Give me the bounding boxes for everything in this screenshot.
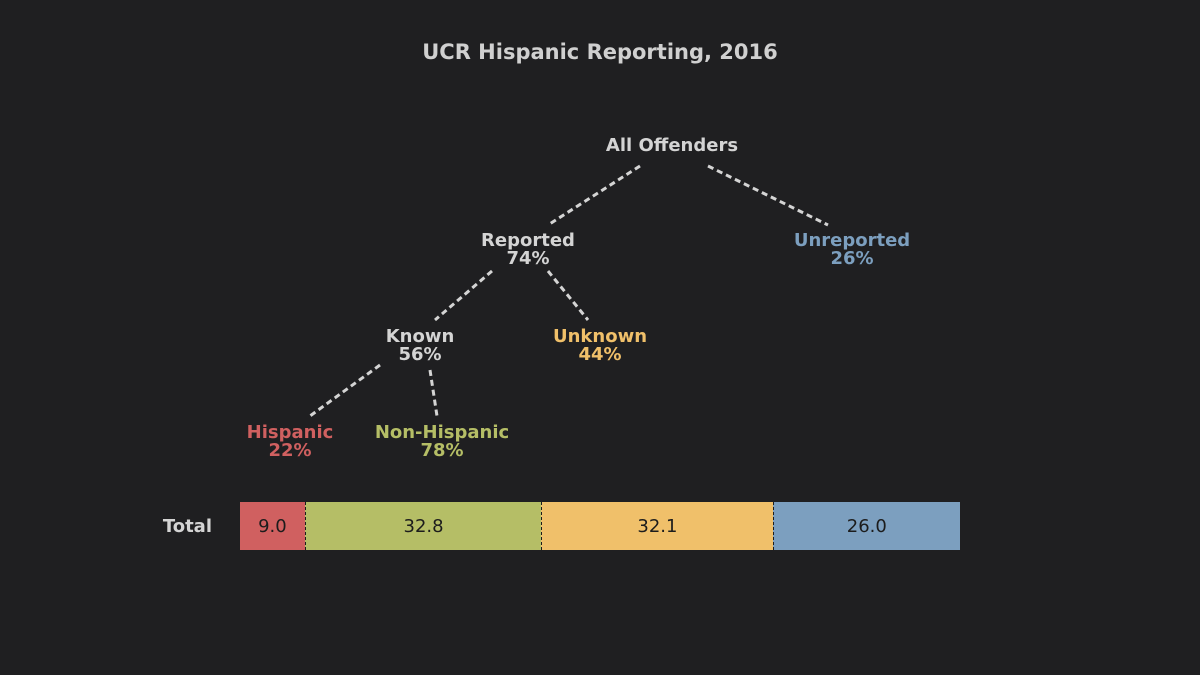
node-unreported-label: Unreported <box>793 230 911 251</box>
connector-root-unreported <box>707 164 829 227</box>
node-known-value: 56% <box>398 344 442 365</box>
node-unknown-value: 44% <box>578 344 622 365</box>
chart-title: UCR Hispanic Reporting, 2016 <box>422 40 778 64</box>
stacked-bar: 9.0 32.8 32.1 26.0 <box>240 502 960 550</box>
connector-reported-known <box>434 269 493 322</box>
bar-segment-hispanic: 9.0 <box>240 502 305 550</box>
node-non-hispanic: Non-Hispanic 78% <box>322 424 562 460</box>
node-hispanic-value: 22% <box>268 440 312 461</box>
bar-segment-non-hispanic: 32.8 <box>304 502 542 550</box>
bar-segment-unknown: 32.1 <box>541 502 773 550</box>
node-reported: Reported 74% <box>408 232 648 268</box>
connector-known-nonhispanic <box>428 369 439 417</box>
node-unknown-label: Unknown <box>552 326 648 347</box>
node-hispanic: Hispanic 22% <box>170 424 410 460</box>
connector-known-hispanic <box>309 363 381 418</box>
node-reported-label: Reported <box>481 230 575 251</box>
node-reported-value: 74% <box>506 248 550 269</box>
bar-segment-unreported: 26.0 <box>772 502 960 550</box>
connector-root-reported <box>547 164 641 227</box>
connector-reported-unknown <box>546 270 590 321</box>
node-non-hispanic-label: Non-Hispanic <box>374 422 510 443</box>
node-known-label: Known <box>385 326 455 347</box>
node-known: Known 56% <box>300 328 540 364</box>
node-unreported-value: 26% <box>830 248 874 269</box>
node-hispanic-label: Hispanic <box>246 422 334 443</box>
node-all-offenders: All Offenders <box>552 137 792 155</box>
node-unknown: Unknown 44% <box>480 328 720 364</box>
node-all-offenders-label: All Offenders <box>605 135 739 156</box>
bar-row-label: Total <box>162 516 212 537</box>
node-unreported: Unreported 26% <box>732 232 972 268</box>
node-non-hispanic-value: 78% <box>420 440 464 461</box>
